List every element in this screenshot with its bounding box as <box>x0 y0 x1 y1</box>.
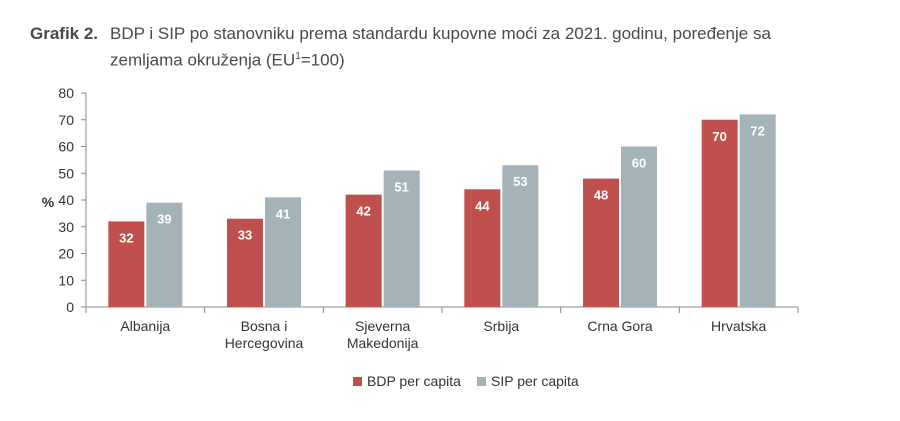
legend-label-sip: SIP per capita <box>491 373 579 389</box>
chart-title-line2-suffix: =100) <box>300 50 345 70</box>
y-tick-label: 40 <box>58 192 74 208</box>
bar-bdp <box>345 194 382 307</box>
x-category-label: Albanija <box>120 318 170 334</box>
bar-data-label: 41 <box>276 206 290 221</box>
bar-data-label: 44 <box>475 198 490 213</box>
bar-data-label: 32 <box>119 230 133 245</box>
bar-bdp <box>464 189 501 307</box>
chart-title-line1: BDP i SIP po stanovniku prema standardu … <box>110 24 771 43</box>
x-category-label: Makedonija <box>347 335 419 351</box>
bar-sip <box>739 114 776 308</box>
bar-sip <box>502 165 539 307</box>
bar-sip <box>265 197 301 307</box>
y-tick-label: 20 <box>58 246 74 262</box>
bar-sip <box>383 170 420 307</box>
bar-data-label: 72 <box>750 123 764 138</box>
bar-data-label: 33 <box>238 228 252 243</box>
y-tick-label: 60 <box>58 139 74 155</box>
chart-title: Grafik 2. BDP i SIP po stanovniku prema s… <box>30 22 870 72</box>
bar-sip <box>146 202 183 307</box>
legend-swatch-bdp <box>353 377 362 386</box>
bar-data-label: 70 <box>712 129 726 144</box>
x-category-label: Srbija <box>483 318 519 334</box>
bar-data-label: 60 <box>632 156 646 171</box>
y-tick-label: 10 <box>58 272 74 288</box>
legend-swatch-sip <box>477 377 486 386</box>
bar-bdp <box>701 119 738 307</box>
chart-title-line2: zemljama okruženja (EU1=100) <box>30 45 870 72</box>
x-category-label: Crna Gora <box>587 318 653 334</box>
bar-data-label: 48 <box>594 188 608 203</box>
bar-data-label: 51 <box>394 180 408 195</box>
bar-data-label: 42 <box>356 204 370 219</box>
x-category-label: Hrvatska <box>711 318 766 334</box>
bar-bdp <box>108 221 145 307</box>
x-category-label: Bosna i <box>241 318 288 334</box>
bar-sip <box>621 146 657 307</box>
y-tick-label: 50 <box>58 165 74 181</box>
bar-data-label: 53 <box>513 174 527 189</box>
y-tick-label: 80 <box>58 85 74 101</box>
y-tick-label: 30 <box>58 219 74 235</box>
chart-title-label: Grafik 2. <box>30 24 99 43</box>
bar-bdp <box>583 178 619 307</box>
y-tick-label: 70 <box>58 112 74 128</box>
x-category-label: Sjeverna <box>355 318 410 334</box>
x-category-label: Hercegovina <box>225 335 304 351</box>
legend-label-bdp: BDP per capita <box>367 373 461 389</box>
bar-bdp <box>227 218 263 307</box>
y-axis-label: % <box>42 194 55 210</box>
chart-title-line2-prefix: zemljama okruženja (EU <box>110 50 296 70</box>
chart-title-superscript: 1 <box>295 51 301 62</box>
y-tick-label: 0 <box>66 299 74 315</box>
bar-data-label: 39 <box>157 212 171 227</box>
